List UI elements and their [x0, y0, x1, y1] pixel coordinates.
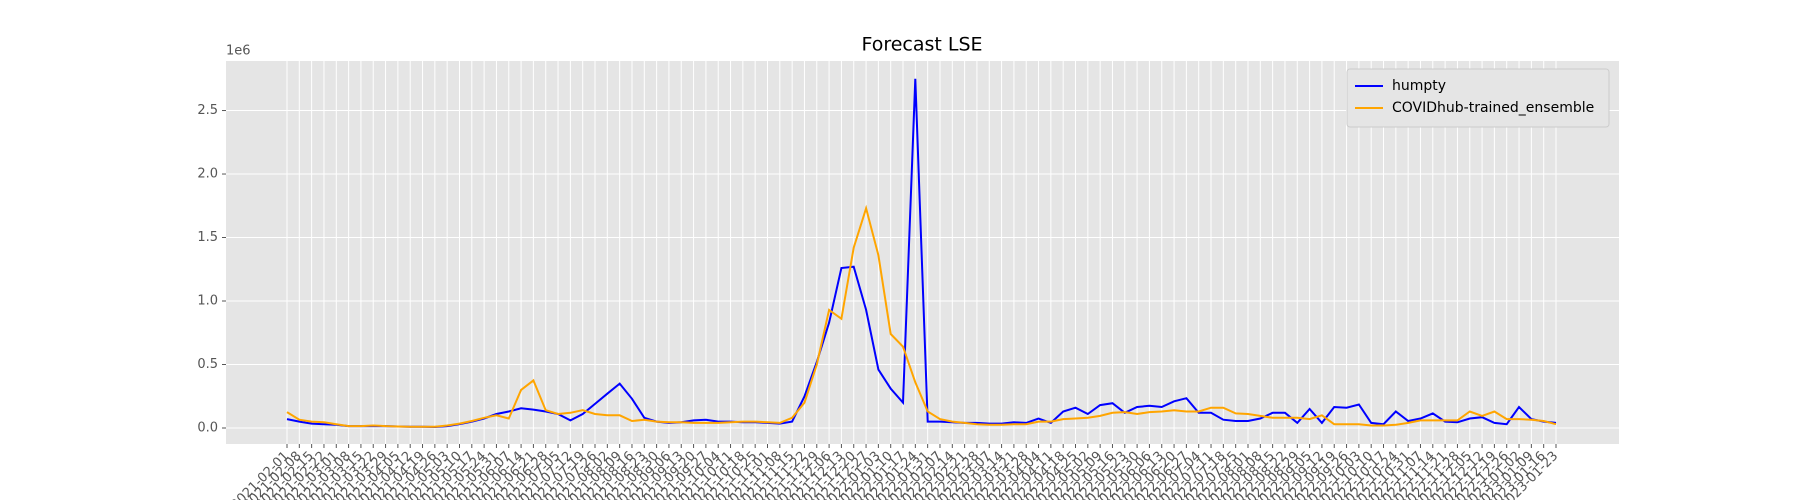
chart-title: Forecast LSE — [861, 34, 982, 56]
y-tick-label: 2.5 — [197, 103, 218, 118]
y-tick-label: 1.0 — [197, 294, 218, 309]
line — [286, 78, 1557, 429]
y-tick-label: 0.0 — [197, 420, 218, 435]
y-tick-label: 0.5 — [197, 357, 218, 372]
y-tick-label: 1.5 — [197, 230, 218, 245]
legend-label: COVIDhub-trained_ensemble — [1392, 100, 1594, 116]
line — [286, 204, 1557, 428]
y-offset-label: 1e6 — [226, 44, 251, 59]
legend-box — [1346, 68, 1610, 128]
y-tick-label: 2.0 — [197, 167, 218, 182]
legend-label: humpty — [1392, 78, 1446, 94]
